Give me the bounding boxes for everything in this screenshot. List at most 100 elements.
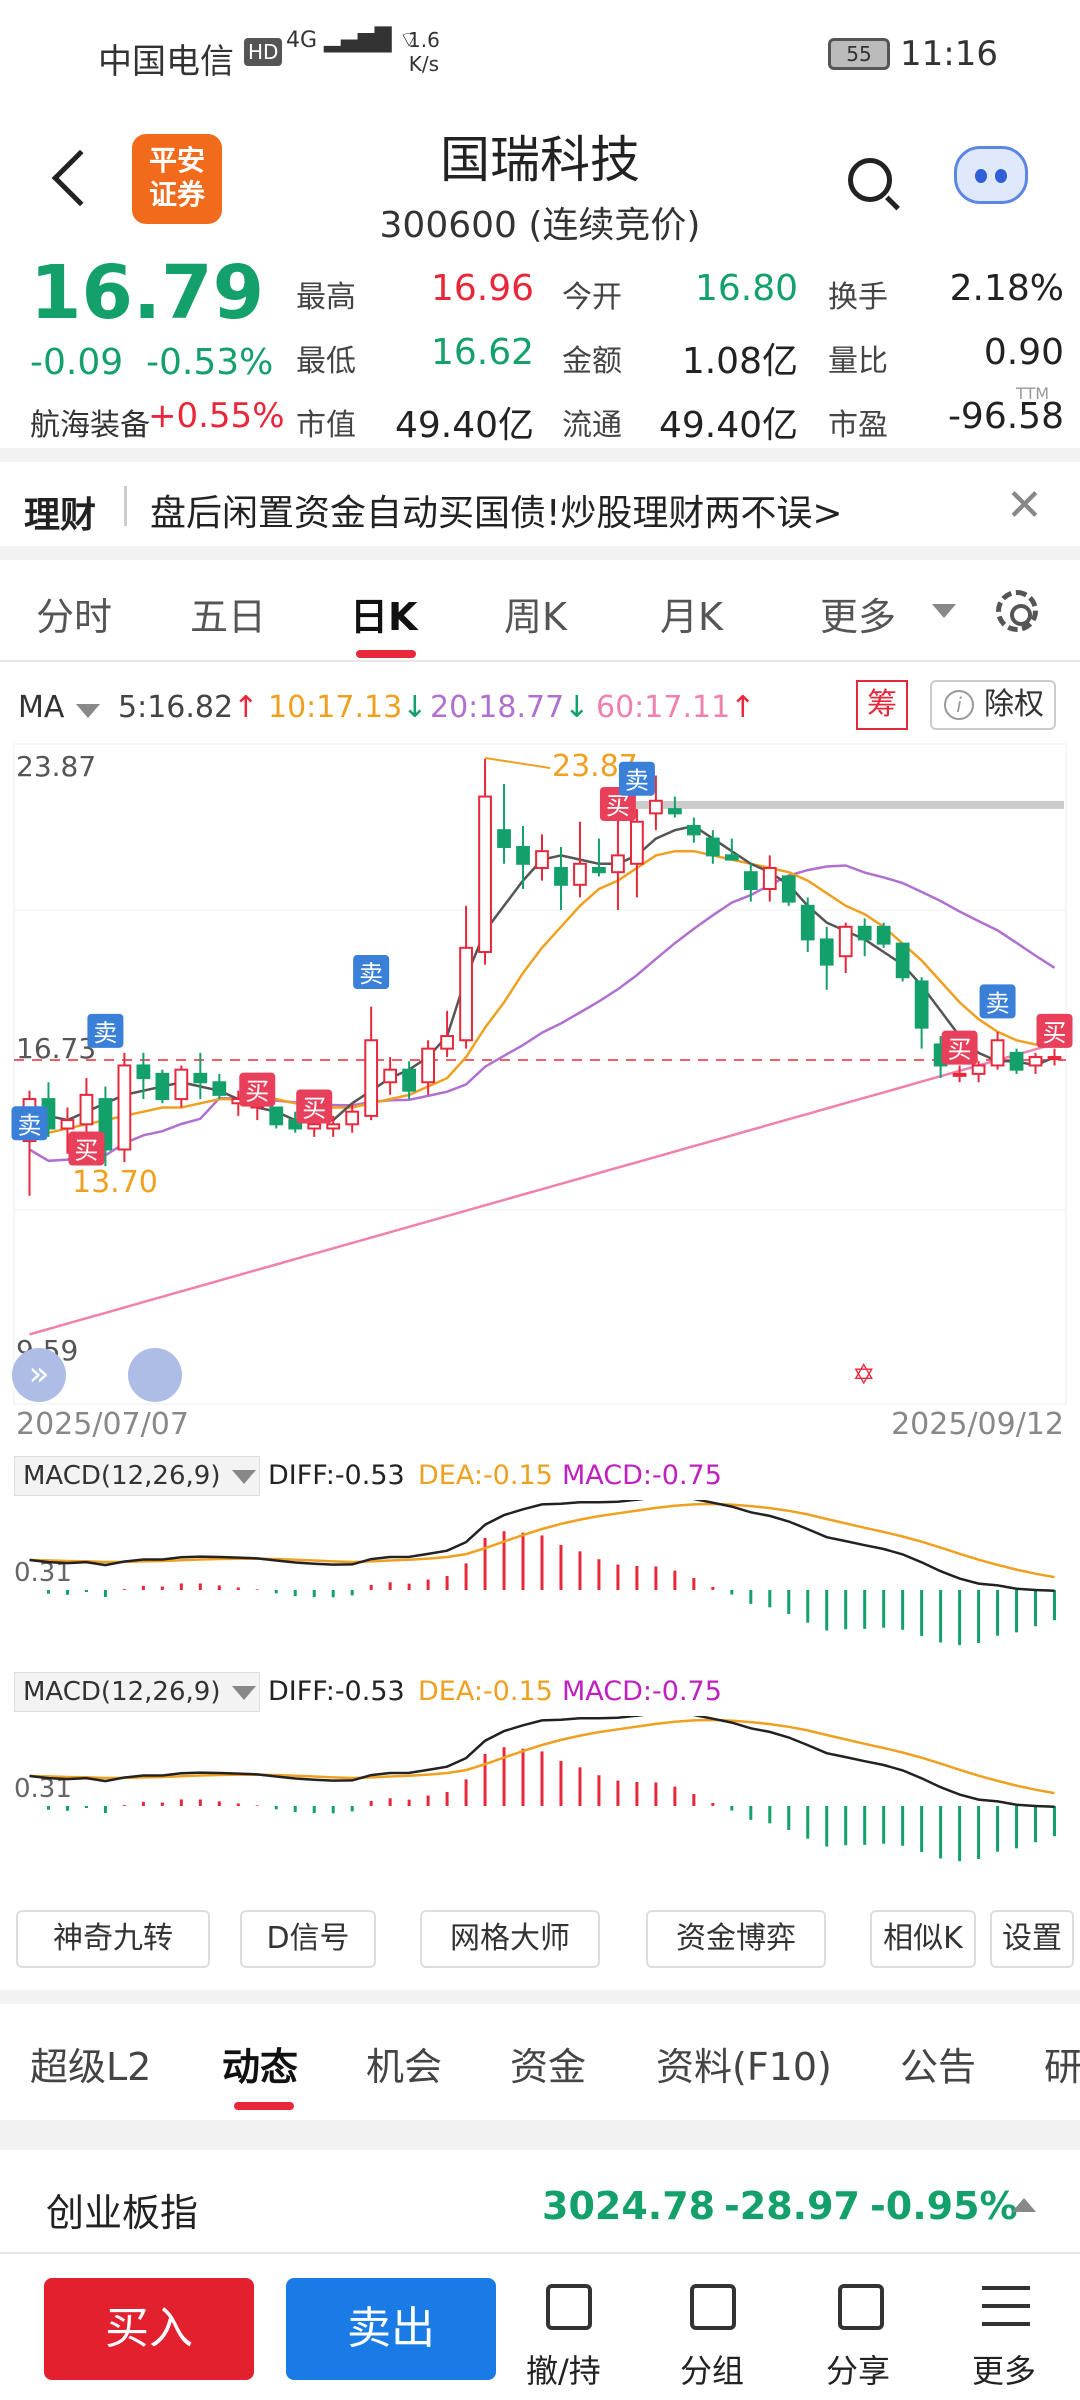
tab-research[interactable]: 研 [1044, 2045, 1080, 2089]
chevron-down-icon[interactable] [232, 1686, 256, 1700]
indicator-magic-nine[interactable]: 神奇九转 [16, 1910, 210, 1968]
candle-body [212, 1081, 227, 1096]
speed-unit: K/s [408, 52, 440, 76]
withdraw-label[interactable]: 撤/持 [526, 2352, 601, 2390]
battery-icon: 55 [828, 38, 890, 70]
price-axis-max: 23.87 [16, 750, 96, 783]
tab-dynamics[interactable]: 动态 [222, 2045, 299, 2089]
quote-value: 0.90 [983, 332, 1064, 373]
ma20-value: 20:18.77↓ [430, 690, 589, 725]
fullscreen-icon[interactable] [128, 1348, 182, 1402]
broker-logo[interactable]: 平安 证券 [132, 134, 222, 224]
event-star-icon[interactable]: ✡ [852, 1358, 876, 1391]
tab-f10[interactable]: 资料(F10) [656, 2045, 832, 2089]
hd-badge: HD [244, 38, 283, 66]
macd-value: MACD:-0.75 [562, 1676, 722, 1707]
assistant-robot-icon[interactable] [954, 146, 1028, 204]
expand-left-icon[interactable]: » [12, 1348, 66, 1402]
tab-funds[interactable]: 资金 [510, 2045, 587, 2089]
candle-body [516, 845, 530, 865]
ma10-value: 10:17.13↓ [268, 690, 427, 725]
candle-body [421, 1047, 435, 1084]
chevron-down-icon[interactable] [932, 604, 956, 618]
chevron-down-icon[interactable] [232, 1470, 256, 1484]
gear-icon[interactable] [996, 590, 1038, 632]
tab-weekly-k[interactable]: 周K [504, 595, 567, 639]
share-icon[interactable] [838, 2284, 884, 2330]
candle-body [478, 795, 492, 954]
tab-daily-k[interactable]: 日K [350, 595, 418, 639]
ma-selector[interactable]: MA [18, 690, 64, 725]
ma60-line [29, 1042, 1055, 1336]
tab-opportunity[interactable]: 机会 [366, 2045, 443, 2089]
chevron-down-icon[interactable] [76, 704, 100, 718]
candle-body [762, 866, 777, 890]
macd-chart[interactable] [0, 1716, 1080, 1886]
candle-body [345, 1110, 360, 1126]
candle-body [857, 925, 872, 941]
candle-body [307, 1123, 322, 1130]
macd-selector[interactable]: MACD(12,26,9) [14, 1672, 260, 1712]
group-label[interactable]: 分组 [680, 2352, 745, 2390]
low-price-annotation: 13.70 [72, 1165, 158, 1200]
diff-line [29, 1716, 1055, 1808]
tab-super-l2[interactable]: 超级L2 [30, 2045, 152, 2089]
indicator-settings-button[interactable]: 设置 [990, 1910, 1074, 1968]
finance-promo-link[interactable]: 盘后闲置资金自动买国债!炒股理财两不误> [150, 493, 843, 534]
candle-body [573, 862, 587, 886]
candle-body [971, 1064, 986, 1075]
diff-value: DIFF:-0.53 [268, 1676, 405, 1707]
quote-value: 1.08亿 [681, 341, 798, 382]
candle-body [383, 1068, 398, 1084]
indicator-fund-game[interactable]: 资金博弈 [646, 1910, 826, 1968]
folder-icon[interactable] [690, 2284, 736, 2330]
share-label[interactable]: 分享 [826, 2352, 891, 2390]
quote-label: 流通 [562, 408, 622, 443]
ma20-text: 20:18.77 [430, 690, 565, 725]
candle-body [193, 1072, 208, 1084]
buy-button[interactable]: 买入 [44, 2278, 254, 2380]
quote-label: 最低 [296, 344, 356, 379]
candle-body [174, 1068, 189, 1101]
candlestick-chart[interactable]: 23.8716.739.5923.8713.702025/07/072025/0… [0, 740, 1080, 1440]
macd-value: MACD:-0.75 [562, 1460, 722, 1491]
candle-body [592, 866, 606, 874]
ex-rights-button[interactable]: i 除权 [930, 680, 1056, 730]
more-label[interactable]: 更多 [972, 2352, 1037, 2390]
date-end-label: 2025/09/12 [891, 1407, 1064, 1440]
sell-button[interactable]: 卖出 [286, 2278, 496, 2380]
close-icon[interactable]: ✕ [1006, 480, 1043, 531]
tab-intraday[interactable]: 分时 [36, 595, 113, 639]
buy-signal-label: 买 [74, 1136, 98, 1164]
sell-signal-tag [979, 984, 1016, 1019]
candle-body [535, 850, 549, 869]
withdraw-icon[interactable] [546, 2284, 592, 2330]
quote-value: 49.40亿 [394, 405, 534, 446]
carrier-name: 中国电信 [98, 42, 234, 82]
chevron-up-icon[interactable] [1012, 2198, 1036, 2212]
tab-five-day[interactable]: 五日 [190, 595, 267, 639]
sector-name[interactable]: 航海装备 [30, 408, 150, 443]
ma20-line [28, 864, 1056, 1163]
tab-announcements[interactable]: 公告 [900, 2045, 977, 2089]
info-icon: i [944, 690, 974, 720]
arrow-down-icon: ↓ [564, 690, 590, 725]
macd-label: MACD(12,26,9) [23, 1461, 221, 1491]
indicator-d-signal[interactable]: D信号 [240, 1910, 376, 1968]
quote-label: 最高 [296, 280, 356, 315]
current-price: 16.79 [30, 250, 265, 336]
indicator-grid-master[interactable]: 网格大师 [420, 1910, 600, 1968]
tab-monthly-k[interactable]: 月K [660, 595, 723, 639]
sell-signal-label: 卖 [986, 989, 1010, 1017]
menu-icon[interactable] [982, 2286, 1030, 2326]
signal-icon: 4G ▂▄▆█ ⌔ [286, 28, 420, 53]
macd-selector[interactable]: MACD(12,26,9) [14, 1456, 260, 1496]
tab-more[interactable]: 更多 [820, 595, 897, 639]
index-name[interactable]: 创业板指 [46, 2191, 199, 2235]
candle-body [326, 1123, 341, 1130]
macd-chart[interactable] [0, 1500, 1080, 1670]
search-icon[interactable] [848, 158, 892, 202]
indicator-similar-k[interactable]: 相似K [870, 1910, 976, 1968]
chip-distribution-button[interactable]: 筹 [856, 680, 908, 730]
logo-line-2: 证券 [148, 178, 205, 211]
